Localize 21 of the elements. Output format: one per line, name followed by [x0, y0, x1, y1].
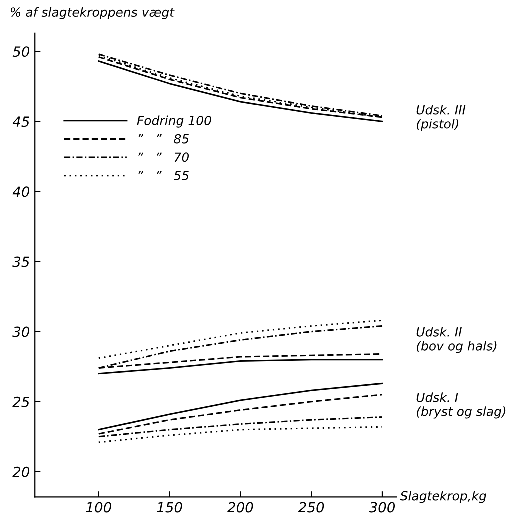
- x-tick-label: 200: [228, 502, 254, 513]
- y-tick-label: 40: [12, 186, 30, 198]
- legend-label: ” ” 85: [138, 134, 189, 144]
- text: Udsk. I (bryst og slag): [416, 392, 506, 419]
- legend-label: Fodring 100: [137, 116, 212, 128]
- y-tick-label: 35: [12, 256, 30, 268]
- y-axis-title: % af slagtekroppens vægt: [10, 7, 175, 20]
- text: Udsk. II (bov og hals): [416, 327, 497, 354]
- x-tick-label: 300: [369, 502, 396, 513]
- y-tick-label: 20: [12, 466, 30, 478]
- x-axis-title: Slagtekrop,kg: [400, 491, 487, 504]
- legend-label: ” ” 55: [138, 171, 189, 180]
- y-tick-label: 25: [12, 396, 30, 408]
- y-tick-label: 45: [12, 116, 30, 128]
- legend-label: ” ” 70: [138, 152, 190, 162]
- x-tick-label: 100: [86, 502, 112, 513]
- x-tick-label: 250: [298, 502, 324, 513]
- y-tick-label: 30: [12, 326, 30, 338]
- x-tick-label: 150: [157, 502, 182, 513]
- y-tick-label: 50: [12, 46, 30, 58]
- text: Udsk. III (pistol): [416, 105, 466, 132]
